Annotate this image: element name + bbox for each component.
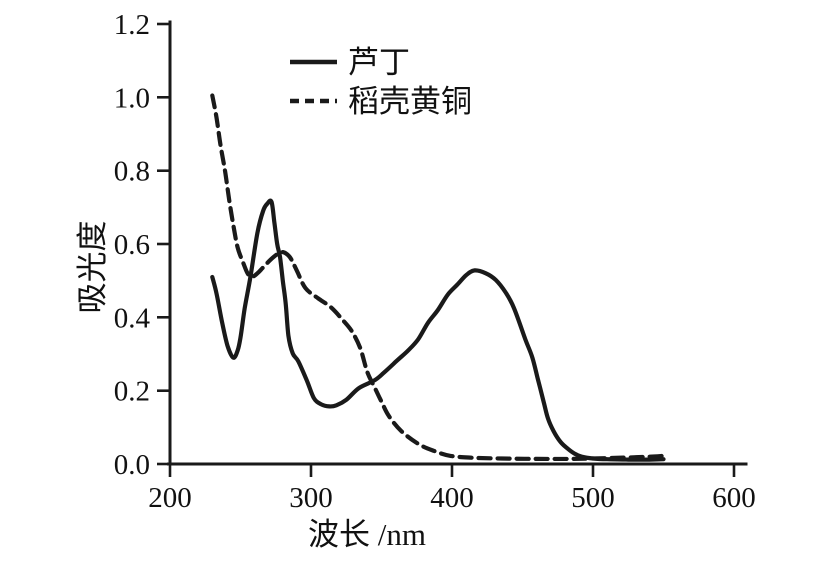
y-tick-label: 0.2 [114,376,150,408]
rice-husk-flavonoid-curve [210,93,666,462]
x-tick-label: 500 [571,482,615,514]
y-axis-title: 吸光度 [75,221,110,314]
y-tick-label: 0.8 [114,156,150,188]
legend-label-rice-husk-flavonoid: 稻壳黄铜 [348,84,472,119]
y-tick-label: 0.4 [114,302,151,334]
x-tick-label: 200 [148,482,192,514]
y-tick-label: 0.6 [114,229,150,261]
x-tick-label: 600 [712,482,756,514]
legend-label-rutin: 芦丁 [348,45,410,80]
y-ticks [157,22,170,466]
x-ticks [168,464,736,477]
y-tick-label: 0.0 [114,449,150,481]
y-tick-label: 1.0 [114,82,150,114]
x-tick-label: 400 [430,482,474,514]
x-tick-label: 300 [289,482,333,514]
rutin-curve [210,198,666,462]
y-tick-label: 1.2 [114,9,150,41]
x-axis-title: 波长 /nm [308,517,426,552]
legend: 芦丁 稻壳黄铜 [290,45,472,119]
